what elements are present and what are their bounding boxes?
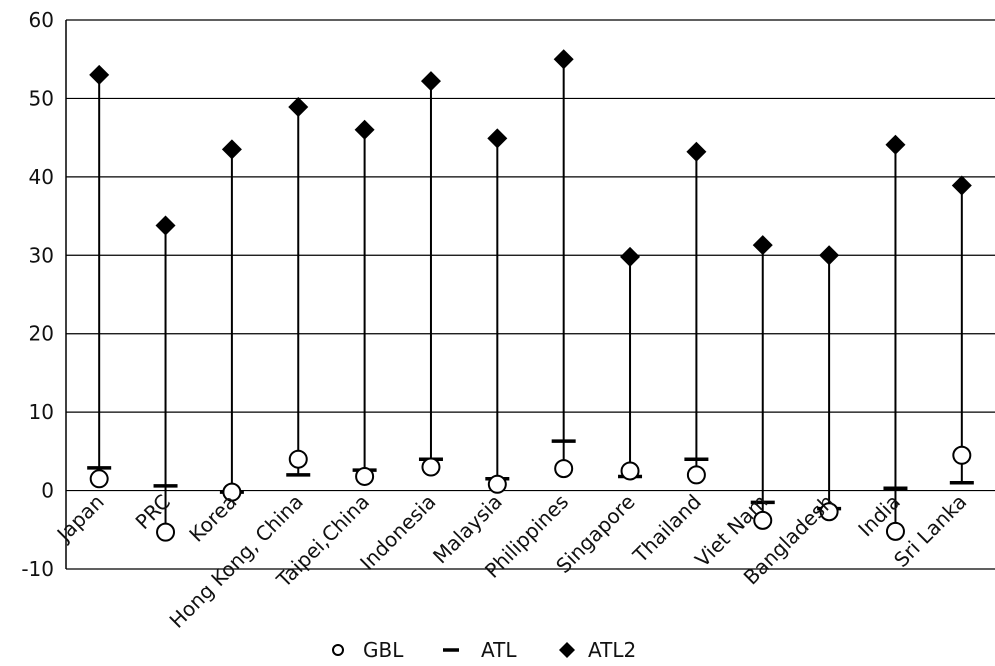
- gbl-marker: [487, 474, 507, 494]
- legend-atl2-label: ATL2: [588, 638, 636, 662]
- gbl-marker: [554, 459, 574, 479]
- gbl-marker: [819, 502, 839, 522]
- y-tick-label: 60: [29, 8, 54, 32]
- gbl-marker: [355, 466, 375, 486]
- atl2-marker: [752, 235, 773, 256]
- atl2-marker: [288, 97, 309, 118]
- gbl-marker: [222, 482, 242, 502]
- data-markers: [87, 49, 974, 542]
- atl2-marker: [89, 64, 110, 85]
- gbl-marker: [421, 457, 441, 477]
- atl2-marker: [221, 139, 242, 160]
- y-tick-label: -10: [21, 557, 54, 581]
- gbl-marker: [620, 461, 640, 481]
- y-tick-label: 20: [29, 322, 54, 346]
- y-tick-label: 40: [29, 165, 54, 189]
- gbl-marker: [89, 469, 109, 489]
- gridlines: [65, 19, 995, 570]
- atl2-marker: [155, 215, 176, 236]
- atl2-marker: [686, 141, 707, 162]
- y-tick-label: 30: [29, 243, 54, 267]
- y-tick-label: 10: [29, 400, 54, 424]
- legend-atl-label: ATL: [481, 638, 517, 662]
- atl2-marker: [354, 119, 375, 140]
- gbl-marker: [885, 521, 905, 541]
- legend-atl2-marker: [559, 642, 575, 658]
- atl2-marker: [819, 245, 840, 266]
- gbl-marker: [686, 465, 706, 485]
- gbl-marker: [952, 445, 972, 465]
- atl2-marker: [620, 246, 641, 267]
- gbl-marker: [156, 522, 176, 542]
- x-category-label: Korea: [184, 490, 241, 547]
- range-lines: [98, 59, 963, 533]
- gbl-marker: [288, 449, 308, 469]
- atl2-marker: [553, 49, 574, 70]
- legend: GBL ATL ATL2: [332, 638, 636, 662]
- y-tick-label: 50: [29, 86, 54, 110]
- atl2-marker: [951, 175, 972, 196]
- gbl-marker: [753, 510, 773, 530]
- y-tick-label: 0: [41, 479, 54, 503]
- atl2-marker: [487, 128, 508, 149]
- y-tick-labels: -10 0 10 20 30 40 50 60: [21, 8, 54, 581]
- x-category-label: Japan: [51, 490, 109, 548]
- atl2-marker: [420, 71, 441, 92]
- atl2-marker: [885, 134, 906, 155]
- legend-gbl-marker: [332, 644, 344, 656]
- legend-gbl-label: GBL: [363, 638, 404, 662]
